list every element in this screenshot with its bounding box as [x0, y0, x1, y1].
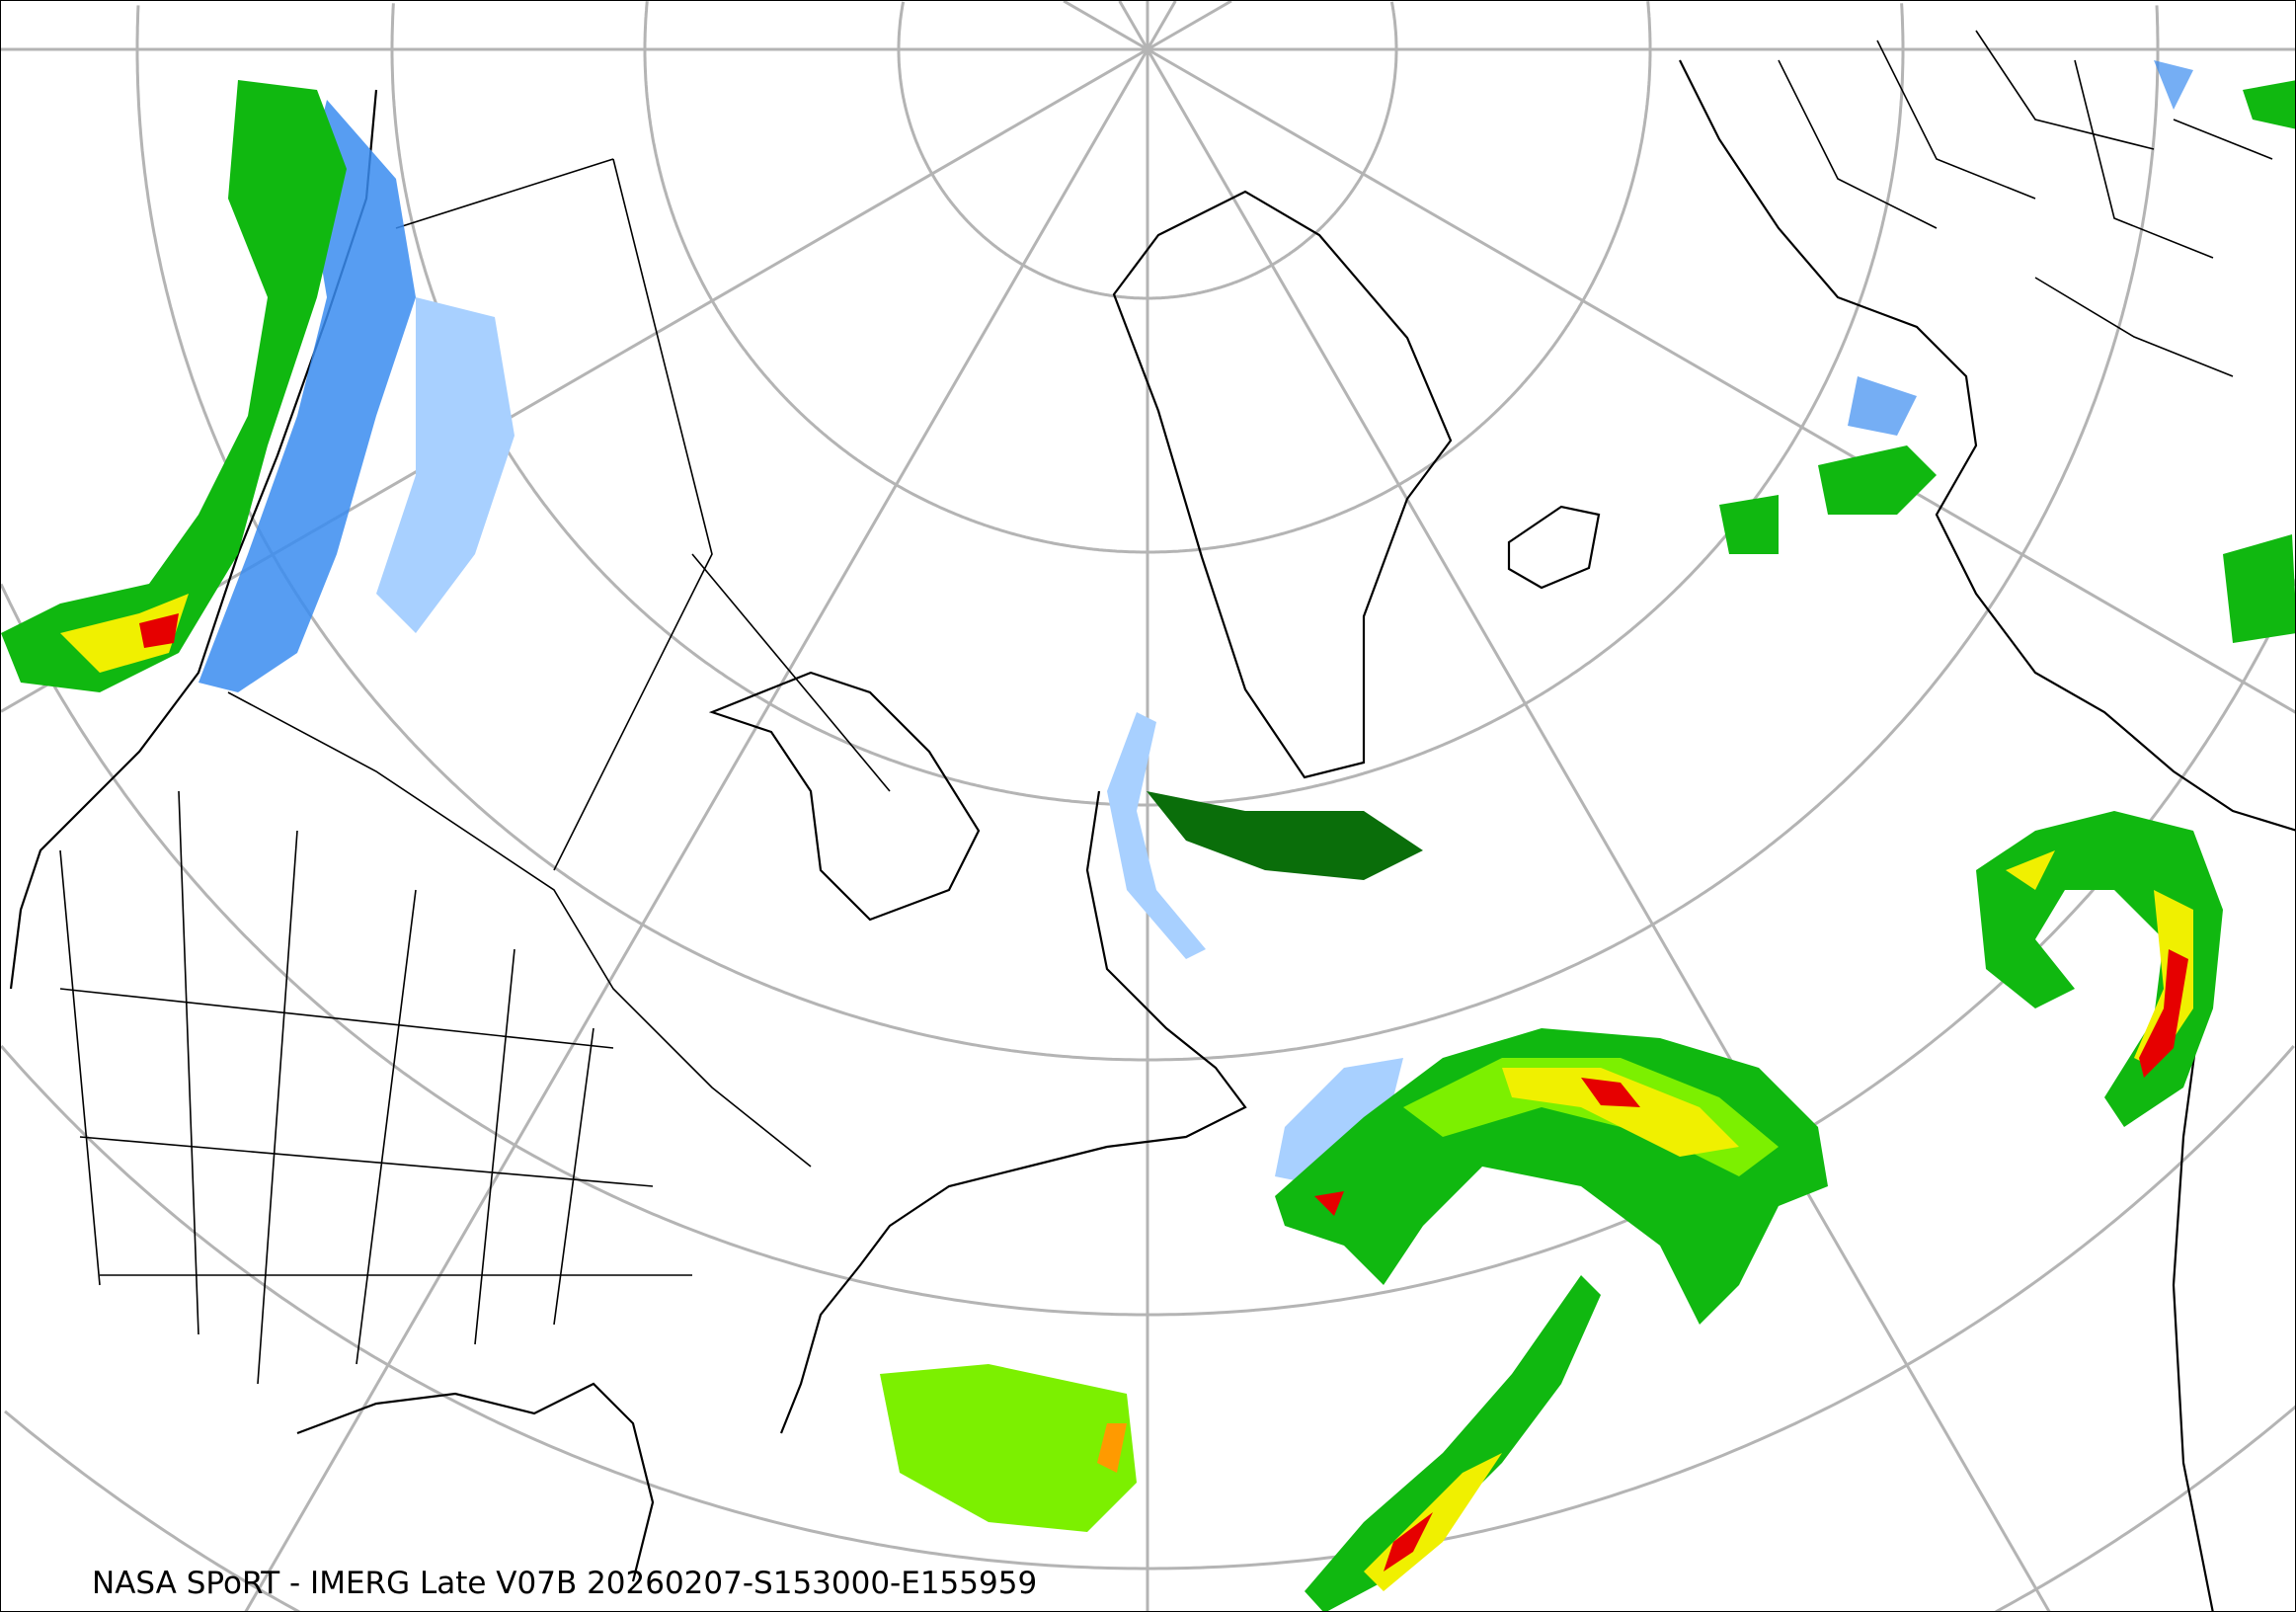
precip-north-sea-green	[1719, 445, 1937, 554]
gulf-coast	[296, 1382, 655, 1582]
precip-scandinavia-blue	[1848, 60, 2193, 436]
precip-atlantic-red	[1314, 1078, 1640, 1216]
precip-bc-lightblue	[376, 297, 515, 633]
iceland-coast	[1507, 505, 1601, 590]
meridian-line	[1118, 1, 1149, 50]
meridian-line	[1147, 1, 1232, 51]
precip-labrador-lightblue	[1107, 712, 1206, 959]
meridian-line	[1063, 1, 1148, 51]
meridian-line	[1146, 1, 1177, 50]
greenland-coast	[1112, 190, 1453, 779]
precip-atlantic-band-red	[1384, 1512, 1433, 1572]
hudson-bay-coast	[708, 671, 981, 922]
map-caption: NASA SPoRT - IMERG Late V07B 20260207-S1…	[92, 1566, 1038, 1601]
precip-pacific-nw-green	[1, 80, 347, 692]
europe-coast	[1679, 59, 2295, 832]
precip-europe-storm-yellow	[2006, 850, 2193, 1068]
precip-bermuda-orange	[1097, 1423, 1127, 1473]
precip-europe-storm-red	[2139, 949, 2188, 1078]
north-america-east-coast	[779, 790, 1247, 1434]
precip-europe-east-green	[2223, 80, 2295, 643]
africa-coast	[2172, 988, 2214, 1611]
latitude-circle	[897, 1, 1398, 300]
precip-bermuda-green	[880, 1364, 1137, 1532]
meridian-line	[244, 48, 1149, 1611]
latitude-circle	[4, 1405, 2295, 1611]
europe-borders	[1778, 30, 2273, 377]
canada-province-borders	[395, 158, 891, 871]
precip-atlantic-lightblue	[1275, 1058, 1403, 1186]
political-borders	[59, 30, 2273, 1385]
latitude-circle	[135, 5, 2160, 1062]
precip-pacific-nw-yellow	[60, 594, 189, 673]
meridian-line	[1146, 48, 2051, 1611]
precip-atlantic-band-green	[1305, 1275, 1601, 1611]
precip-greenland-south-darkgreen	[1147, 791, 1423, 880]
us-canada-border	[227, 691, 812, 1168]
coastlines	[9, 59, 2295, 1611]
precipitation-fields	[1, 60, 2295, 1611]
latitude-circle	[643, 1, 1652, 554]
meridian-line	[1147, 47, 2295, 714]
precip-pacific-nw-blue	[198, 100, 416, 692]
state-borders	[59, 790, 692, 1385]
precip-atlantic-yellow	[1502, 1068, 1739, 1157]
precip-pacific-nw-red	[139, 613, 179, 648]
